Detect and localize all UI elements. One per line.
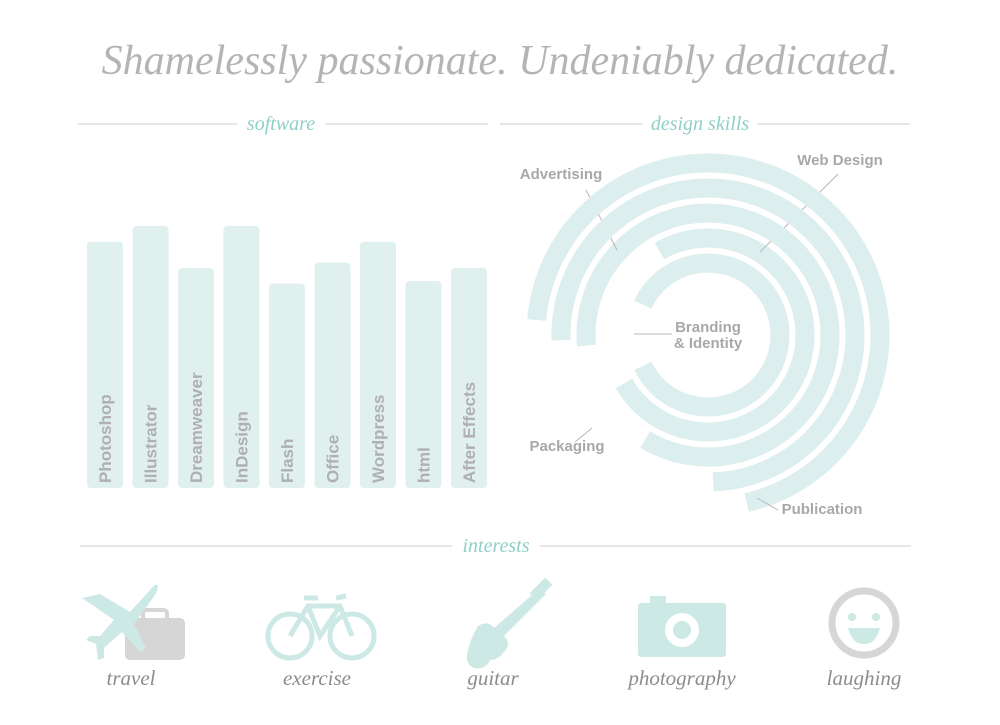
ring-arc — [634, 253, 790, 417]
interest-label: travel — [107, 666, 156, 690]
page-title: Shamelessly passionate. Undeniably dedic… — [102, 38, 899, 84]
photography-icon — [638, 596, 726, 657]
ring-label: Packaging — [529, 438, 604, 455]
bar — [223, 226, 260, 488]
bar — [314, 262, 351, 488]
bar-label: Wordpress — [369, 395, 388, 484]
ring-label-line: Branding — [675, 319, 741, 336]
ring-arc — [615, 228, 815, 442]
bar-label: Office — [324, 435, 343, 483]
section-title: interests — [462, 535, 529, 557]
laughing-icon — [828, 587, 900, 659]
bar — [87, 241, 123, 488]
bar — [178, 267, 214, 488]
bar — [405, 281, 442, 488]
interest-label: photography — [626, 666, 736, 690]
ring-arc — [576, 203, 840, 467]
bar — [451, 267, 487, 488]
interest-label: guitar — [467, 666, 519, 690]
bar — [269, 283, 305, 488]
bar — [360, 241, 396, 488]
section-header: software — [78, 113, 488, 135]
section-title: software — [247, 113, 315, 135]
bar-label: Flash — [278, 439, 297, 483]
leader-line — [756, 497, 779, 511]
bar-label: html — [415, 447, 434, 483]
exercise-icon — [265, 593, 377, 661]
guitar-icon — [466, 577, 553, 669]
bar-label: Illustrator — [142, 404, 161, 483]
ring-arc — [551, 178, 865, 492]
section-header: design skills — [500, 113, 910, 135]
bar-label: Dreamweaver — [187, 372, 206, 483]
leader-line — [574, 427, 593, 443]
ring-arc — [527, 153, 890, 512]
section-header: interests — [80, 535, 911, 557]
ring-label: Web Design — [797, 152, 883, 169]
bar — [132, 226, 169, 488]
bar-label: Photoshop — [96, 394, 115, 483]
ring-label: Branding & Identity — [674, 319, 743, 352]
interest-label: exercise — [283, 666, 351, 690]
bar-label: After Effects — [460, 382, 479, 483]
ring-label: Advertising — [520, 166, 603, 183]
ring-label-line: & Identity — [674, 335, 743, 352]
design-skills-chart: Branding & Identity Web Design Advertising P… — [520, 152, 890, 518]
bar-label: InDesign — [233, 411, 252, 483]
interest-label: laughing — [827, 666, 902, 690]
ring-label: Publication — [782, 501, 863, 518]
section-title: design skills — [651, 113, 750, 135]
software-chart: Photoshop Illustrator Dreamweaver InDesign F… — [87, 226, 487, 488]
interest-labels: travel exercise guitar photography laughing — [107, 666, 902, 690]
travel-icon — [82, 584, 185, 660]
